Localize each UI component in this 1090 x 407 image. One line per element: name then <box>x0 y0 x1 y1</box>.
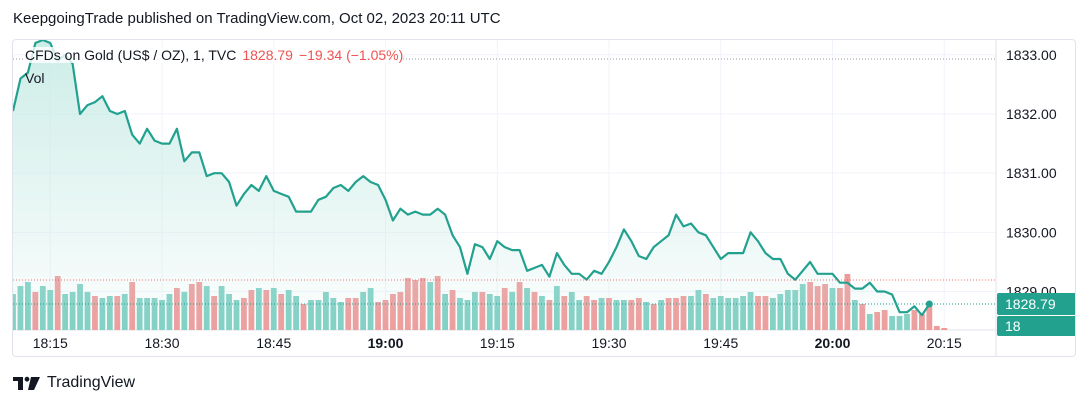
x-tick-label: 19:30 <box>591 335 626 351</box>
x-tick-label: 19:15 <box>480 335 515 351</box>
last-price-tag: 1828.79 <box>997 292 1075 315</box>
volume-label: Vol <box>25 70 45 86</box>
footer-brand: TradingView <box>47 374 136 391</box>
legend-change: −19.34 (−1.05%) <box>298 47 404 63</box>
last-volume-tag-label: 18 <box>1005 318 1021 334</box>
chart-pane[interactable]: 1833.00 1832.00 1831.00 1830.00 1829.00 18:15… <box>12 39 1076 357</box>
x-tick-label: 18:30 <box>144 335 179 351</box>
last-volume-tag: 18 <box>997 315 1075 336</box>
volume-bar <box>941 328 948 330</box>
last-price-tag-label: 1828.79 <box>1005 296 1056 312</box>
last-price-marker <box>925 300 933 308</box>
x-tick-label: 18:45 <box>256 335 291 351</box>
y-tick-label: 1833.00 <box>1006 47 1057 63</box>
footer: TradingView <box>13 374 135 392</box>
price-volume-chart[interactable]: 1833.001832.001831.001830.001829.0018:15… <box>13 40 1076 357</box>
y-tick-label: 1832.00 <box>1006 106 1057 122</box>
price-line <box>13 40 931 317</box>
x-tick-label: 20:15 <box>927 335 962 351</box>
y-tick-label: 1831.00 <box>1006 165 1057 181</box>
legend-symbol: CFDs on Gold (US$ / OZ), 1, TVC <box>25 47 237 63</box>
publish-header: KeepgoingTrade published on TradingView.… <box>13 10 501 27</box>
legend-last-price: 1828.79 <box>242 47 293 63</box>
price-area <box>13 40 930 330</box>
chart-legend: CFDs on Gold (US$ / OZ), 1, TVC 1828.79 … <box>25 47 404 63</box>
x-tick-label: 18:15 <box>33 335 68 351</box>
x-tick-label: 20:00 <box>815 335 851 351</box>
x-tick-label: 19:00 <box>368 335 404 351</box>
tradingview-logo-icon <box>13 376 40 390</box>
x-tick-label: 19:45 <box>703 335 738 351</box>
volume-bar <box>933 326 940 330</box>
y-tick-label: 1830.00 <box>1006 224 1057 240</box>
